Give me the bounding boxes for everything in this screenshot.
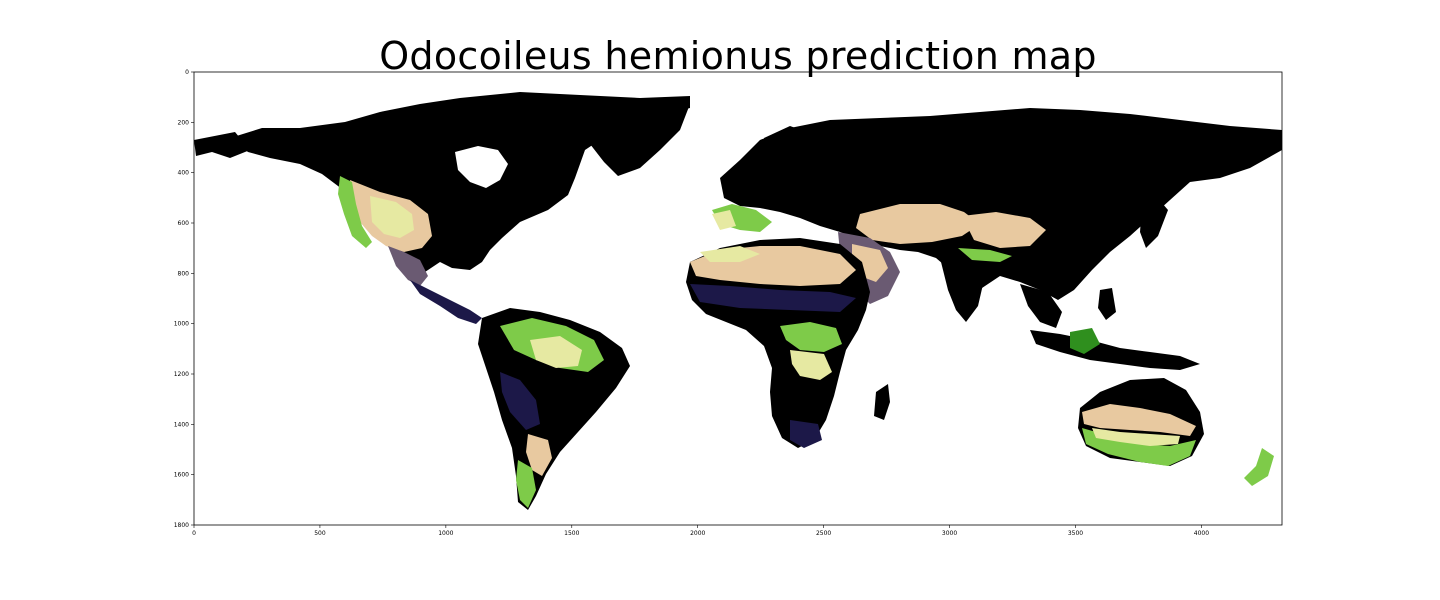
- landmass-philippines: [1098, 288, 1116, 320]
- region-iberia: [712, 210, 736, 230]
- landmass-japan: [1140, 196, 1168, 248]
- x-tick-label: 500: [314, 530, 326, 537]
- y-tick-label: 1400: [174, 421, 189, 428]
- landmass-north-america: [230, 92, 690, 272]
- region-southern-africa: [790, 350, 832, 380]
- region-sahara-yellow: [700, 246, 760, 262]
- landmass-alaska: [194, 132, 250, 158]
- x-tick-label: 1500: [564, 530, 579, 537]
- region-south-america-south: [526, 434, 552, 476]
- map-title: Odocoileus hemionus prediction map: [379, 34, 1097, 78]
- region-west-coast: [338, 176, 372, 248]
- landmass-madagascar: [874, 384, 890, 420]
- region-south-africa-tip: [790, 420, 822, 448]
- landmass-eurasia: [720, 108, 1282, 306]
- x-tick-label: 2500: [816, 530, 831, 537]
- y-tick-label: 600: [178, 220, 190, 227]
- x-tick-label: 2000: [690, 530, 705, 537]
- region-australia-mid: [1082, 404, 1196, 436]
- hudson-bay: [455, 146, 508, 188]
- region-patagonia: [516, 460, 536, 508]
- landmass-new-zealand: [1244, 448, 1274, 486]
- x-axis: 0 500 1000 1500 2000 2500 3000 3500 4000: [192, 525, 1209, 537]
- x-tick-label: 0: [192, 530, 196, 537]
- region-central-africa-green: [780, 322, 842, 352]
- landmass-se-asia: [1020, 284, 1062, 328]
- landmass-indonesia: [1030, 330, 1200, 370]
- x-tick-label: 3500: [1068, 530, 1083, 537]
- region-himalaya-green: [958, 248, 1012, 262]
- x-tick-label: 1000: [438, 530, 453, 537]
- landmass-central-america: [410, 280, 482, 324]
- plot-frame: [193, 71, 1283, 526]
- region-australia-yellow: [1092, 428, 1180, 446]
- y-tick-label: 400: [178, 170, 190, 177]
- region-sahel: [690, 284, 856, 312]
- x-tick-label: 3000: [942, 530, 957, 537]
- landmass-scandinavia: [764, 126, 812, 180]
- y-tick-label: 1000: [174, 321, 189, 328]
- region-mexico: [388, 246, 428, 286]
- region-western-us-high: [370, 196, 414, 238]
- landmass-greenland: [560, 98, 690, 176]
- region-india: [940, 258, 984, 322]
- y-tick-label: 1200: [174, 371, 189, 378]
- x-tick-label: 4000: [1194, 530, 1209, 537]
- region-brazil-high: [530, 336, 582, 368]
- y-axis: 0 200 400 600 800 1000 1200 1400 1600 1800: [174, 69, 194, 529]
- y-tick-label: 1600: [174, 472, 189, 479]
- y-tick-label: 0: [185, 69, 189, 76]
- y-tick-label: 200: [178, 119, 190, 126]
- region-central-asia: [856, 204, 980, 244]
- region-andes: [500, 372, 540, 430]
- y-tick-label: 1800: [174, 522, 189, 529]
- y-tick-label: 800: [178, 270, 190, 277]
- map-image: [194, 92, 1282, 510]
- region-borneo-green: [1070, 328, 1100, 354]
- region-tibet: [962, 212, 1046, 248]
